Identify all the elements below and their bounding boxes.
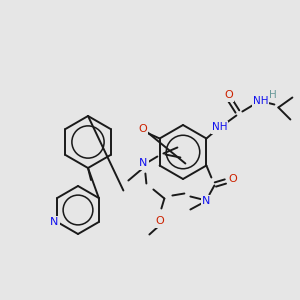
Text: N: N xyxy=(50,217,58,227)
Text: O: O xyxy=(224,91,233,100)
Text: O: O xyxy=(155,217,164,226)
Text: H: H xyxy=(268,89,276,100)
Text: O: O xyxy=(138,124,147,134)
Text: NH: NH xyxy=(212,122,227,133)
Text: N: N xyxy=(202,196,211,206)
Text: N: N xyxy=(139,158,148,169)
Text: NH: NH xyxy=(253,95,268,106)
Text: O: O xyxy=(228,175,237,184)
